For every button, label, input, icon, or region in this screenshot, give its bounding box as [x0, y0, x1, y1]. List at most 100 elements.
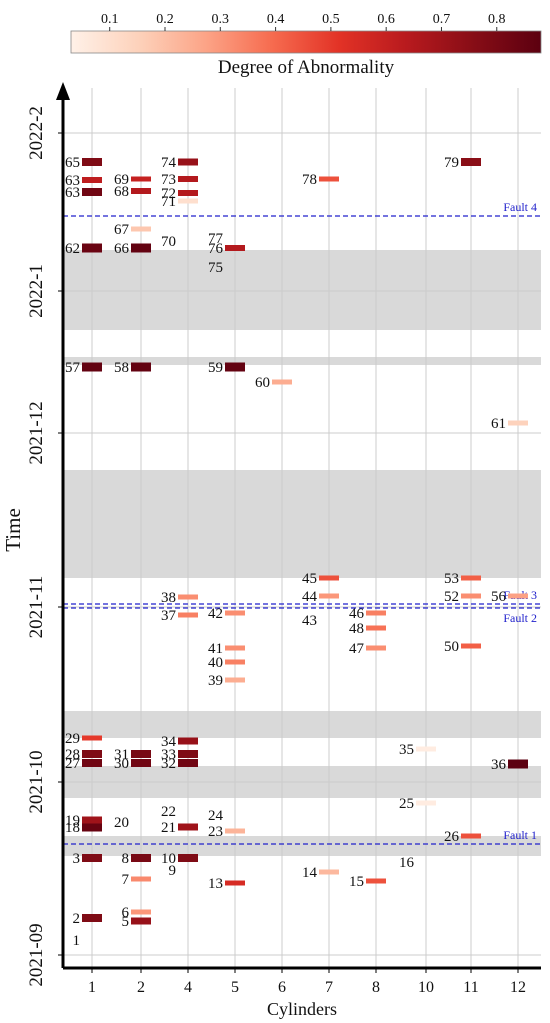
event-label-76: 76 — [208, 241, 224, 257]
event-marker-40 — [225, 659, 245, 665]
event-label-33: 33 — [161, 747, 176, 763]
event-marker-7 — [131, 876, 151, 882]
x-tick-label: 10 — [418, 979, 434, 996]
event-marker-26 — [461, 833, 481, 839]
x-tick-label: 4 — [184, 979, 192, 996]
event-marker-2 — [82, 914, 102, 922]
event-marker-66 — [131, 243, 151, 253]
event-marker-3 — [82, 854, 102, 862]
event-marker-18 — [82, 822, 102, 832]
shaded-period — [63, 250, 541, 330]
event-marker-27 — [82, 759, 102, 767]
event-marker-72 — [178, 190, 198, 196]
event-marker-42 — [225, 610, 245, 616]
event-marker-44 — [319, 593, 339, 599]
event-marker-15 — [366, 878, 386, 884]
event-label-61: 61 — [491, 416, 506, 432]
event-label-43: 43 — [302, 613, 317, 629]
event-label-14: 14 — [302, 865, 318, 881]
event-marker-56 — [508, 593, 528, 599]
event-label-40: 40 — [208, 655, 223, 671]
event-label-35: 35 — [399, 742, 414, 758]
event-marker-35 — [416, 746, 436, 752]
event-label-68: 68 — [114, 184, 129, 200]
event-marker-13 — [225, 880, 245, 886]
colorbar: 0.1 0.2 0.3 0.4 0.5 0.6 0.7 0.8 Degree of Abnorm… — [70, 12, 542, 78]
event-marker-21 — [178, 823, 198, 831]
event-marker-45 — [319, 575, 339, 581]
event-label-79: 79 — [444, 155, 459, 171]
event-label-9: 9 — [169, 863, 177, 879]
event-label-48: 48 — [349, 621, 364, 637]
event-marker-38 — [178, 594, 198, 600]
event-label-34: 34 — [161, 734, 177, 750]
event-label-39: 39 — [208, 673, 223, 689]
event-marker-23 — [225, 828, 245, 834]
x-tick-label: 1 — [88, 979, 96, 996]
x-axis-label: Cylinders — [267, 999, 337, 1019]
event-label-69: 69 — [114, 172, 129, 188]
event-marker-67 — [131, 226, 151, 232]
event-marker-73 — [178, 176, 198, 182]
event-marker-63 — [82, 177, 102, 183]
event-label-13: 13 — [208, 876, 223, 892]
event-label-5: 5 — [122, 914, 130, 930]
event-label-78: 78 — [302, 172, 317, 188]
event-label-47: 47 — [349, 641, 365, 657]
shaded-period — [63, 836, 541, 856]
event-label-65: 65 — [65, 155, 80, 171]
event-label-18: 18 — [65, 820, 80, 836]
colorbar-tick-label: 0.6 — [377, 12, 395, 27]
event-label-16: 16 — [399, 855, 415, 871]
event-label-15: 15 — [349, 874, 364, 890]
event-label-23: 23 — [208, 824, 223, 840]
y-tick-label: 2021-12 — [26, 401, 47, 464]
event-label-37: 37 — [161, 608, 177, 624]
event-label-56: 56 — [491, 589, 507, 605]
event-marker-48 — [366, 625, 386, 631]
y-tick-label: 2021-10 — [26, 750, 47, 813]
event-label-63: 63 — [65, 185, 80, 201]
event-label-73: 73 — [161, 172, 176, 188]
event-label-25: 25 — [399, 796, 414, 812]
event-marker-74 — [178, 158, 198, 166]
event-label-62: 62 — [65, 241, 80, 257]
event-label-3: 3 — [73, 851, 81, 867]
event-label-29: 29 — [65, 731, 80, 747]
event-label-30: 30 — [114, 756, 129, 772]
event-label-72: 72 — [161, 186, 176, 202]
event-label-32: 32 — [161, 756, 176, 772]
event-label-75: 75 — [208, 260, 223, 276]
event-marker-76 — [225, 245, 245, 251]
event-label-71: 71 — [161, 194, 176, 210]
event-marker-58 — [131, 362, 151, 372]
event-marker-28 — [82, 750, 102, 758]
event-marker-8 — [131, 854, 151, 862]
x-tick-label: 2 — [137, 979, 145, 996]
event-marker-46 — [366, 610, 386, 616]
event-label-50: 50 — [444, 639, 459, 655]
event-label-74: 74 — [161, 155, 177, 171]
y-axis-arrow — [56, 82, 70, 100]
event-marker-68 — [131, 188, 151, 194]
event-label-2: 2 — [73, 911, 81, 927]
colorbar-tick-label: 0.1 — [101, 12, 119, 27]
event-label-45: 45 — [302, 571, 317, 587]
event-marker-14 — [319, 869, 339, 875]
event-label-46: 46 — [349, 606, 365, 622]
event-label-20: 20 — [114, 815, 129, 831]
event-marker-29 — [82, 735, 102, 741]
event-marker-63 — [82, 188, 102, 196]
event-marker-50 — [461, 643, 481, 649]
y-tick-label: 2021-11 — [26, 576, 47, 639]
event-marker-5 — [131, 917, 151, 925]
event-label-44: 44 — [302, 589, 318, 605]
y-tick-label: 2022-1 — [26, 264, 47, 318]
event-marker-61 — [508, 420, 528, 426]
event-marker-36 — [508, 759, 528, 769]
fault-label: Fault 4 — [503, 200, 537, 214]
event-label-38: 38 — [161, 590, 176, 606]
event-marker-41 — [225, 645, 245, 651]
axes: 1 2 4 5 6 7 8 10 11 12Cylinders2021-092021-102021… — [1, 82, 541, 1019]
